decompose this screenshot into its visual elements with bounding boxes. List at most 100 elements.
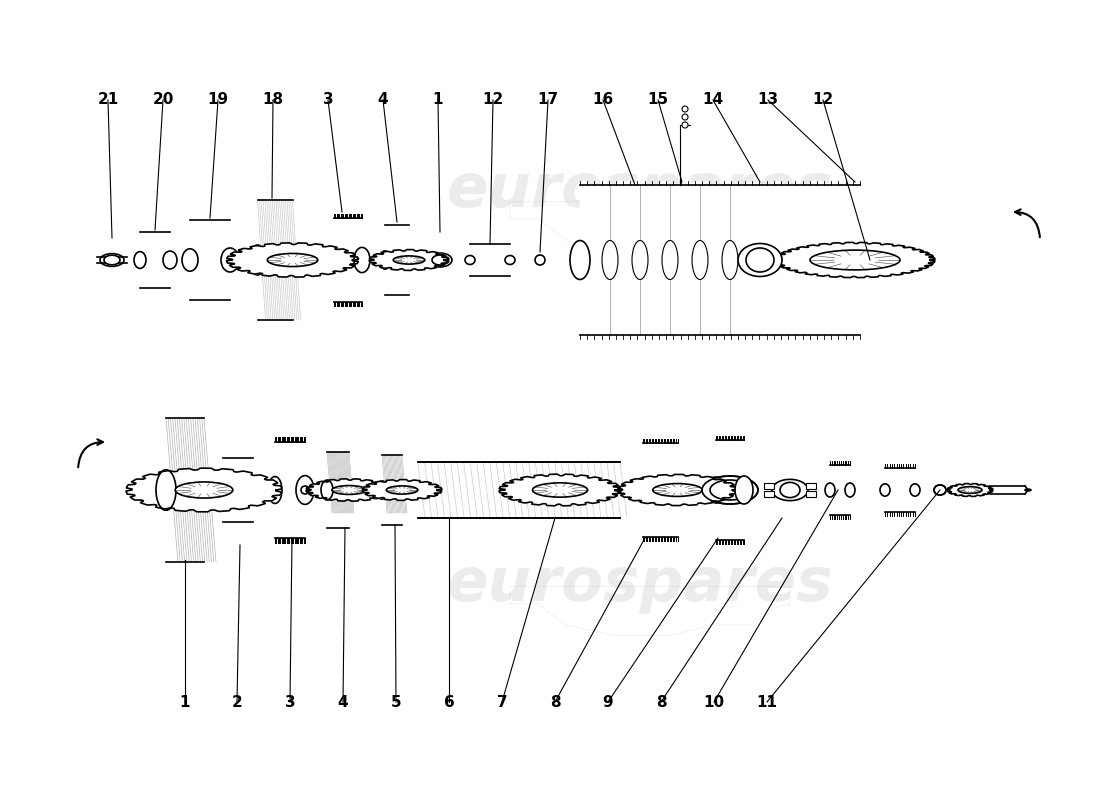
Polygon shape — [830, 465, 850, 515]
Text: 12: 12 — [483, 92, 504, 107]
Ellipse shape — [635, 478, 650, 502]
Text: 4: 4 — [338, 695, 349, 710]
Bar — [806, 483, 816, 490]
Ellipse shape — [845, 483, 855, 497]
Polygon shape — [223, 458, 253, 522]
Ellipse shape — [702, 476, 758, 504]
Text: 3: 3 — [285, 695, 295, 710]
Ellipse shape — [104, 255, 120, 265]
Ellipse shape — [354, 247, 370, 273]
Ellipse shape — [321, 480, 333, 500]
Circle shape — [301, 486, 309, 494]
Text: 6: 6 — [443, 695, 454, 710]
Ellipse shape — [327, 248, 341, 272]
Ellipse shape — [532, 483, 587, 497]
Circle shape — [535, 255, 544, 265]
Ellipse shape — [570, 241, 590, 279]
FancyArrow shape — [990, 486, 1025, 494]
Text: 21: 21 — [98, 92, 119, 107]
Ellipse shape — [722, 241, 738, 279]
Ellipse shape — [692, 241, 708, 279]
Bar — [806, 490, 816, 497]
Polygon shape — [190, 220, 230, 300]
Polygon shape — [580, 185, 860, 335]
Ellipse shape — [632, 241, 648, 279]
Polygon shape — [327, 452, 349, 528]
Ellipse shape — [710, 480, 750, 500]
Polygon shape — [617, 474, 737, 506]
Ellipse shape — [602, 241, 618, 279]
Ellipse shape — [738, 243, 782, 277]
Ellipse shape — [379, 251, 390, 269]
Text: 14: 14 — [703, 92, 724, 107]
Ellipse shape — [1025, 489, 1031, 491]
Text: 20: 20 — [152, 92, 174, 107]
Polygon shape — [580, 185, 790, 335]
Polygon shape — [716, 440, 744, 540]
Ellipse shape — [267, 254, 318, 266]
Ellipse shape — [100, 254, 124, 266]
Ellipse shape — [880, 484, 890, 496]
Text: 9: 9 — [603, 695, 614, 710]
Circle shape — [682, 114, 688, 120]
Polygon shape — [370, 250, 449, 270]
Ellipse shape — [134, 251, 146, 269]
Text: 5: 5 — [390, 695, 402, 710]
Polygon shape — [886, 468, 915, 512]
Polygon shape — [385, 225, 409, 295]
Ellipse shape — [156, 470, 176, 510]
Ellipse shape — [175, 482, 233, 498]
Text: 2: 2 — [232, 695, 242, 710]
Polygon shape — [166, 418, 204, 562]
Circle shape — [682, 122, 688, 128]
Text: 13: 13 — [758, 92, 779, 107]
Ellipse shape — [394, 256, 425, 264]
Ellipse shape — [780, 482, 800, 498]
Ellipse shape — [708, 477, 724, 503]
Polygon shape — [140, 232, 170, 288]
Polygon shape — [306, 479, 392, 501]
Text: 4: 4 — [377, 92, 388, 107]
Ellipse shape — [221, 248, 239, 272]
Text: 16: 16 — [593, 92, 614, 107]
FancyArrow shape — [97, 257, 126, 263]
Polygon shape — [275, 442, 305, 538]
Text: 19: 19 — [208, 92, 229, 107]
Ellipse shape — [163, 251, 177, 269]
Text: 12: 12 — [813, 92, 834, 107]
Polygon shape — [334, 218, 362, 302]
Ellipse shape — [934, 485, 946, 495]
Polygon shape — [947, 483, 993, 497]
Text: eurospares: eurospares — [447, 555, 834, 614]
Text: 1: 1 — [179, 695, 190, 710]
Text: 8: 8 — [550, 695, 560, 710]
Ellipse shape — [250, 245, 265, 275]
Ellipse shape — [825, 483, 835, 497]
Polygon shape — [470, 244, 510, 276]
Ellipse shape — [245, 480, 261, 500]
Text: 1: 1 — [432, 92, 443, 107]
Text: 15: 15 — [648, 92, 669, 107]
Ellipse shape — [735, 476, 754, 504]
Ellipse shape — [182, 249, 198, 271]
Polygon shape — [227, 243, 359, 277]
Ellipse shape — [465, 255, 475, 265]
Ellipse shape — [296, 475, 314, 504]
Polygon shape — [362, 480, 442, 501]
Bar — [764, 483, 774, 490]
Polygon shape — [499, 474, 620, 506]
Polygon shape — [418, 462, 620, 518]
Text: 10: 10 — [703, 695, 725, 710]
Polygon shape — [776, 242, 935, 278]
Ellipse shape — [652, 483, 702, 497]
Ellipse shape — [217, 481, 229, 499]
Ellipse shape — [505, 255, 515, 265]
Ellipse shape — [910, 484, 920, 496]
Text: 8: 8 — [656, 695, 667, 710]
Ellipse shape — [772, 479, 808, 501]
Bar — [764, 490, 774, 497]
Polygon shape — [642, 443, 678, 537]
Ellipse shape — [746, 248, 774, 272]
Ellipse shape — [432, 255, 448, 265]
Circle shape — [682, 106, 688, 112]
